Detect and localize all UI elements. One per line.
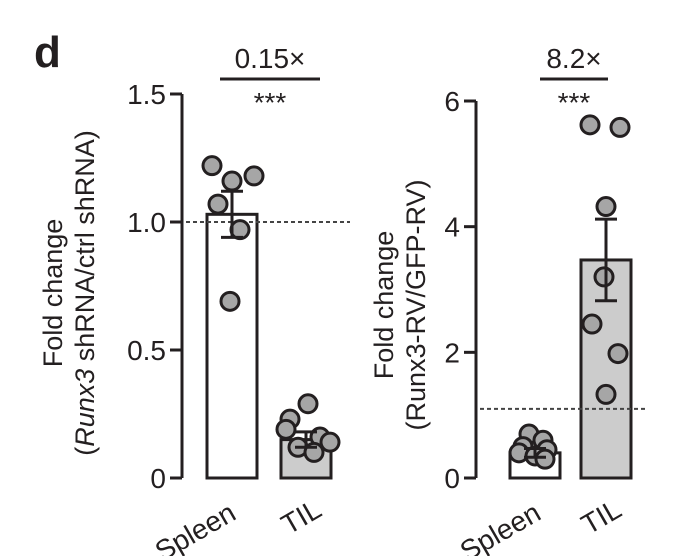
data-point-til <box>579 114 601 136</box>
data-point-til <box>595 383 617 405</box>
y-tick-label: 4 <box>444 212 460 243</box>
fold-change-annotation: 0.15× <box>235 43 306 74</box>
y-tick-label: 1.5 <box>127 79 166 110</box>
data-point-spleen <box>201 155 223 177</box>
y-axis-label-line1: Fold change <box>38 219 68 368</box>
y-tick-label: 6 <box>444 86 460 117</box>
x-tick-label-spleen: Spleen <box>455 497 546 556</box>
y-axis-label-line2: (Runx3-RV/GFP-RV) <box>401 179 431 430</box>
chart-runx3-rv: Fold change (Runx3-RV/GFP-RV) 8.2× *** 0… <box>369 43 648 556</box>
chart-runx3-shrna: Fold change (Runx3 shRNA/ctrl shRNA) 0.1… <box>38 43 350 556</box>
panel-label: d <box>34 28 61 77</box>
data-point-til <box>607 343 629 365</box>
data-point-til <box>593 266 615 288</box>
y-tick-label: 2 <box>444 337 460 368</box>
data-point-til <box>275 418 297 440</box>
data-point-spleen <box>243 165 265 187</box>
fold-change-annotation: 8.2× <box>546 43 601 74</box>
y-tick-label: 0.5 <box>127 335 166 366</box>
y-axis-label-rest: shRNA/ctrl shRNA) <box>70 130 100 369</box>
y-tick-label: 0 <box>444 463 460 494</box>
data-point-til <box>595 196 617 218</box>
x-tick-label-til: TIL <box>276 493 327 540</box>
y-axis-label-line2: (Runx3 shRNA/ctrl shRNA) <box>70 130 100 456</box>
data-point-til <box>319 431 341 453</box>
y-axis-label-gene: Runx3 <box>70 369 100 447</box>
y-tick-label: 0 <box>150 463 166 494</box>
data-point-til <box>297 393 319 415</box>
bar-spleen <box>205 212 259 480</box>
significance-stars: *** <box>558 87 591 118</box>
data-point-spleen <box>221 170 243 192</box>
data-point-til <box>609 116 631 138</box>
data-point-spleen <box>534 448 556 470</box>
data-point-spleen <box>219 290 241 312</box>
y-tick-label: 1.0 <box>127 207 166 238</box>
y-axis-label-line1: Fold change <box>369 231 399 380</box>
data-point-til <box>581 313 603 335</box>
data-point-spleen <box>207 193 229 215</box>
significance-stars: *** <box>254 87 287 118</box>
x-tick-label-til: TIL <box>576 493 627 540</box>
x-tick-label-spleen: Spleen <box>150 497 241 556</box>
